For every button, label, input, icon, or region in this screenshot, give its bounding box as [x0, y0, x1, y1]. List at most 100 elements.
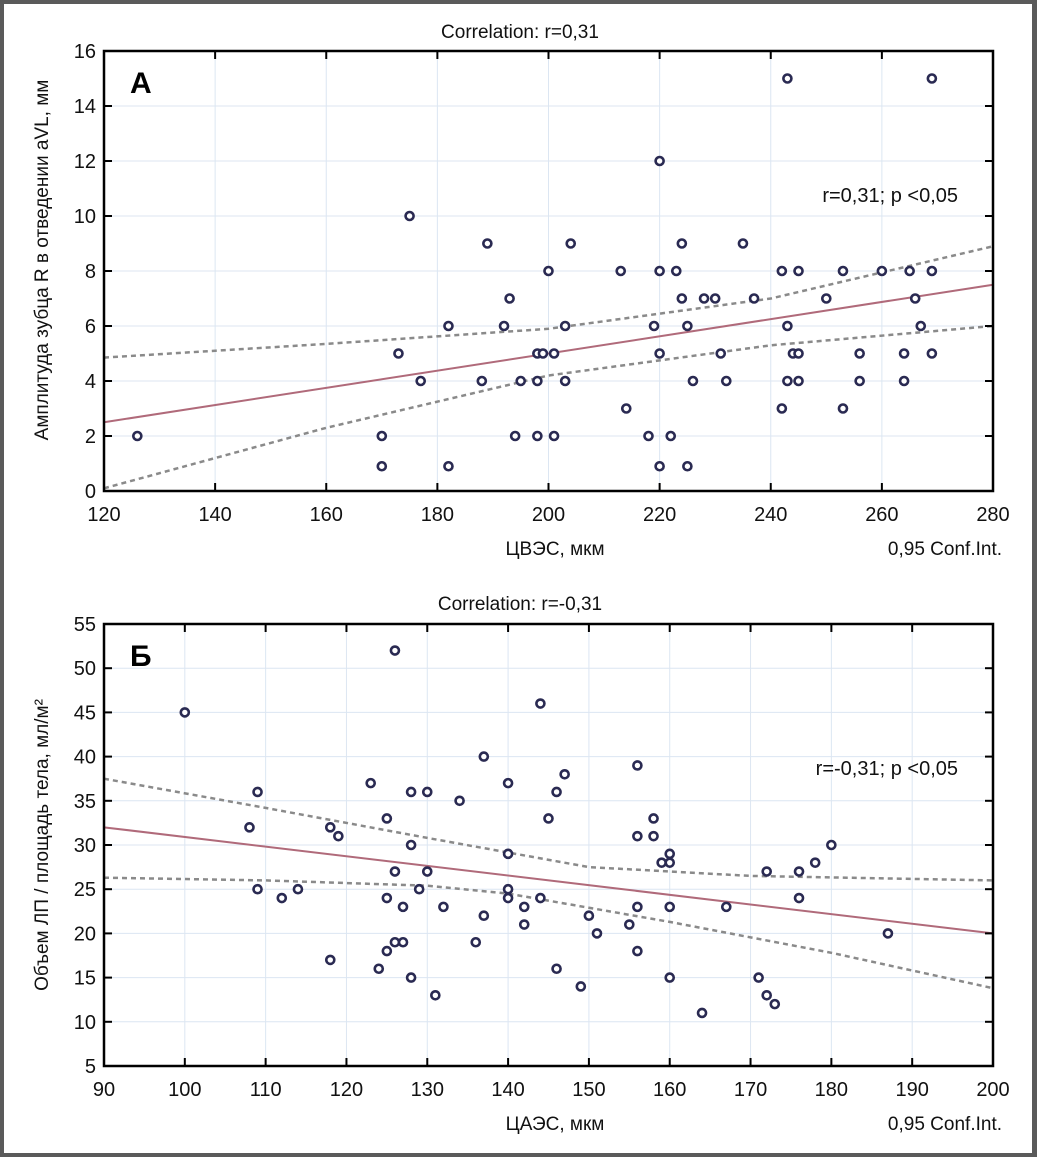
y-tick-label: 14: [74, 96, 96, 118]
data-point: [393, 348, 404, 359]
x-tick-label: 190: [895, 1079, 928, 1101]
y-axis-label: Объем ЛП / площадь тела, мл/м²: [32, 699, 53, 991]
panel-letter: Б: [130, 640, 152, 673]
y-tick-label: 8: [85, 261, 96, 283]
chart-title: Correlation: r=-0,31: [438, 594, 602, 615]
data-point: [502, 892, 514, 904]
data-point: [504, 293, 515, 304]
data-point: [782, 73, 793, 84]
data-point: [782, 320, 793, 332]
data-point: [292, 883, 304, 895]
y-tick-label: 4: [85, 371, 96, 393]
data-point: [551, 786, 562, 798]
data-point: [776, 265, 788, 277]
figure-frame: [4, 4, 1032, 1153]
x-tick-label: 120: [330, 1079, 363, 1101]
data-point: [748, 293, 760, 304]
data-point: [809, 857, 821, 868]
data-point: [904, 265, 915, 277]
y-tick-label: 50: [74, 658, 96, 680]
data-point: [252, 883, 263, 895]
data-point: [648, 830, 659, 842]
data-point: [532, 375, 543, 387]
x-axis-label: ЦВЭС, мкм: [505, 539, 604, 560]
data-point: [454, 795, 465, 807]
data-point: [324, 822, 336, 833]
data-point: [715, 348, 727, 359]
data-point: [737, 238, 749, 249]
data-point: [632, 901, 643, 913]
data-point: [793, 892, 805, 904]
x-tick-label: 200: [532, 504, 565, 526]
data-point: [854, 375, 865, 387]
data-point: [761, 989, 773, 1001]
data-point: [664, 901, 676, 913]
y-tick-label: 10: [74, 1012, 96, 1034]
y-tick-label: 40: [74, 747, 96, 769]
data-point: [502, 883, 514, 895]
ci-lower-band: [103, 876, 994, 990]
data-point: [405, 839, 417, 851]
data-point: [405, 786, 417, 798]
data-point: [793, 866, 805, 877]
y-tick-label: 30: [74, 835, 96, 857]
data-point: [397, 901, 409, 913]
data-point: [615, 265, 627, 277]
data-point: [665, 430, 677, 442]
data-point: [535, 892, 546, 904]
data-point: [648, 320, 660, 332]
data-point: [761, 866, 773, 877]
data-point: [664, 848, 676, 860]
data-point: [753, 972, 764, 983]
data-point: [926, 348, 938, 359]
data-point: [421, 866, 433, 877]
data-point: [548, 348, 560, 359]
data-point: [515, 375, 527, 387]
data-point: [559, 320, 571, 332]
data-point: [591, 928, 603, 939]
data-point: [421, 786, 433, 798]
stats-annotation: r=-0,31; p <0,05: [816, 758, 958, 780]
y-tick-label: 12: [74, 151, 96, 173]
x-tick-label: 220: [643, 504, 676, 526]
data-point: [324, 954, 336, 966]
x-tick-label: 120: [87, 504, 120, 526]
y-tick-label: 20: [74, 923, 96, 945]
y-tick-label: 25: [74, 879, 96, 901]
data-point: [389, 866, 401, 877]
data-point: [575, 981, 587, 992]
x-axis-label: ЦАЭС, мкм: [506, 1114, 605, 1135]
stats-annotation: r=0,31; p <0,05: [822, 185, 958, 207]
data-point: [696, 1007, 708, 1019]
data-point: [543, 265, 554, 277]
data-point: [720, 375, 732, 387]
data-point: [776, 403, 788, 414]
data-point: [415, 375, 427, 387]
y-tick-label: 2: [85, 426, 96, 448]
data-point: [583, 910, 595, 922]
y-tick-label: 10: [74, 206, 96, 228]
data-point: [438, 901, 449, 913]
data-point: [559, 375, 571, 387]
y-tick-label: 55: [74, 614, 96, 636]
data-point: [543, 813, 554, 824]
data-point: [478, 751, 490, 762]
data-point: [376, 430, 388, 442]
x-tick-label: 140: [198, 504, 231, 526]
data-point: [373, 963, 385, 975]
data-point: [664, 972, 676, 983]
x-tick-label: 180: [421, 504, 454, 526]
chart-title: Correlation: r=0,31: [441, 22, 599, 43]
data-point: [926, 265, 938, 277]
x-tick-label: 150: [572, 1079, 605, 1101]
data-point: [676, 238, 688, 249]
x-tick-label: 90: [93, 1079, 115, 1101]
data-point: [793, 348, 804, 359]
data-point: [854, 348, 865, 359]
data-point: [654, 460, 665, 472]
data-point: [276, 892, 288, 904]
data-point: [898, 375, 910, 387]
data-point: [769, 998, 781, 1010]
x-tick-label: 180: [815, 1079, 848, 1101]
data-point: [793, 375, 804, 387]
